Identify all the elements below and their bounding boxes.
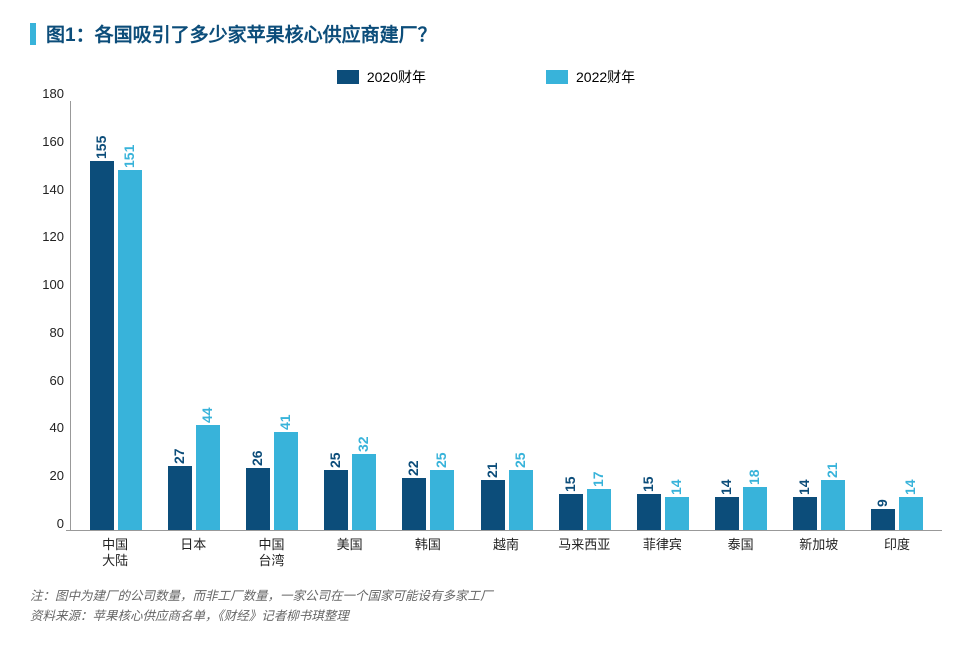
bar-group: 2125 (467, 101, 545, 530)
bar: 14 (665, 497, 689, 530)
bar-value-label: 25 (433, 453, 449, 471)
legend-item-0: 2020财年 (337, 67, 426, 87)
chart-legend: 2020财年 2022财年 (30, 67, 942, 87)
bar-value-label: 14 (902, 479, 918, 497)
bar-group: 1514 (624, 101, 702, 530)
legend-swatch (546, 70, 568, 84)
legend-label: 2022财年 (576, 67, 635, 87)
bar: 27 (168, 466, 192, 530)
bar: 25 (509, 470, 533, 530)
bar-value-label: 14 (718, 479, 734, 497)
x-tick-label: 美国 (311, 537, 389, 570)
bar-value-label: 25 (512, 453, 528, 471)
bar-value-label: 27 (171, 448, 187, 466)
bar-group: 1418 (702, 101, 780, 530)
x-tick-label: 菲律宾 (623, 537, 701, 570)
bar: 25 (324, 470, 348, 530)
legend-swatch (337, 70, 359, 84)
bar: 26 (246, 468, 270, 530)
axis-origin-tick (66, 530, 71, 531)
bar: 22 (402, 478, 426, 530)
bar-group: 2225 (389, 101, 467, 530)
bar: 41 (274, 432, 298, 530)
bar-value-label: 18 (746, 470, 762, 488)
plot-area: 1551512744264125322225212515171514141814… (70, 101, 942, 531)
x-tick-label: 中国台湾 (232, 537, 310, 570)
bar-value-label: 155 (93, 135, 109, 160)
x-tick-label: 泰国 (702, 537, 780, 570)
bar-value-label: 17 (590, 472, 606, 490)
bar: 9 (871, 509, 895, 530)
bar-value-label: 26 (249, 450, 265, 468)
chart-title: 图1：各国吸引了多少家苹果核心供应商建厂？ (46, 20, 437, 47)
bar: 151 (118, 170, 142, 530)
bar-value-label: 14 (668, 479, 684, 497)
title-accent-tick (30, 23, 36, 45)
bar-value-label: 21 (824, 462, 840, 480)
bar-value-label: 15 (640, 477, 656, 495)
chart-title-bar: 图1：各国吸引了多少家苹果核心供应商建厂？ (30, 20, 942, 47)
bar-group: 155151 (77, 101, 155, 530)
bar: 155 (90, 161, 114, 530)
bar-value-label: 14 (796, 479, 812, 497)
bar: 17 (587, 489, 611, 530)
x-tick-label: 韩国 (389, 537, 467, 570)
x-tick-label: 新加坡 (780, 537, 858, 570)
bar-group: 2641 (233, 101, 311, 530)
bar-group: 1421 (780, 101, 858, 530)
bar-group: 914 (858, 101, 936, 530)
footnote-line: 注：图中为建厂的公司数量，而非工厂数量，一家公司在一个国家可能设有多家工厂 (30, 586, 942, 606)
bar-value-label: 15 (562, 477, 578, 495)
x-tick-label: 日本 (154, 537, 232, 570)
x-tick-label: 印度 (858, 537, 936, 570)
chart-area: 180160140120100806040200 155151274426412… (30, 101, 942, 531)
bar: 44 (196, 425, 220, 530)
x-axis: 中国大陆日本中国台湾美国韩国越南马来西亚菲律宾泰国新加坡印度 (70, 531, 942, 570)
legend-item-1: 2022财年 (546, 67, 635, 87)
bar-group: 1517 (546, 101, 624, 530)
bar: 14 (715, 497, 739, 530)
bar: 14 (899, 497, 923, 530)
bar: 14 (793, 497, 817, 530)
bars-container: 1551512744264125322225212515171514141814… (71, 101, 942, 530)
bar: 18 (743, 487, 767, 530)
chart-footnotes: 注：图中为建厂的公司数量，而非工厂数量，一家公司在一个国家可能设有多家工厂资料来… (30, 586, 942, 626)
bar-group: 2532 (311, 101, 389, 530)
bar-value-label: 21 (484, 462, 500, 480)
bar-value-label: 44 (199, 408, 215, 426)
bar: 32 (352, 454, 376, 530)
bar: 15 (637, 494, 661, 530)
x-tick-label: 中国大陆 (76, 537, 154, 570)
x-tick-label: 马来西亚 (545, 537, 623, 570)
bar-group: 2744 (155, 101, 233, 530)
bar: 21 (481, 480, 505, 530)
bar-value-label: 25 (327, 453, 343, 471)
bar-value-label: 32 (355, 436, 371, 454)
bar: 21 (821, 480, 845, 530)
x-tick-label: 越南 (467, 537, 545, 570)
bar: 15 (559, 494, 583, 530)
bar-value-label: 151 (121, 145, 137, 170)
footnote-line: 资料来源：苹果核心供应商名单，《财经》记者柳书琪整理 (30, 606, 942, 626)
bar: 25 (430, 470, 454, 530)
bar-value-label: 22 (405, 460, 421, 478)
y-axis: 180160140120100806040200 (30, 101, 70, 531)
legend-label: 2020财年 (367, 67, 426, 87)
bar-value-label: 9 (874, 499, 890, 509)
bar-value-label: 41 (277, 415, 293, 433)
